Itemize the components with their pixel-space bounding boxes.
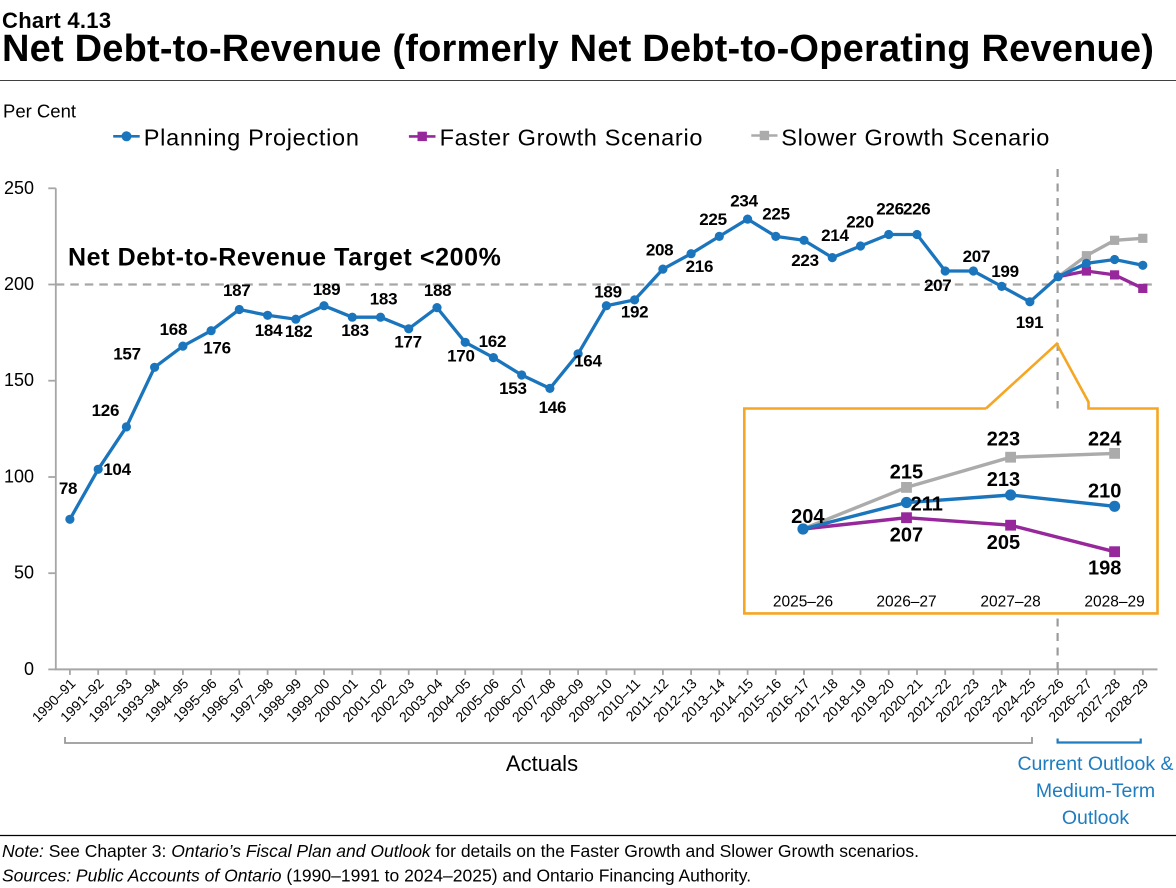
svg-text:205: 205 <box>987 532 1020 554</box>
svg-text:Per Cent: Per Cent <box>3 101 76 122</box>
svg-text:226: 226 <box>876 199 903 218</box>
svg-text:234: 234 <box>730 191 758 210</box>
svg-text:164: 164 <box>574 351 602 370</box>
svg-text:183: 183 <box>370 290 397 309</box>
svg-text:208: 208 <box>646 240 673 259</box>
svg-text:223: 223 <box>791 251 818 270</box>
svg-text:207: 207 <box>963 247 990 266</box>
svg-text:Sources: Public Accounts of On: Sources: Public Accounts of Ontario (199… <box>2 866 751 886</box>
svg-text:191: 191 <box>1016 313 1043 332</box>
svg-text:177: 177 <box>394 333 421 352</box>
svg-text:2027–28: 2027–28 <box>980 594 1040 611</box>
svg-text:Planning Projection: Planning Projection <box>144 125 360 151</box>
svg-text:188: 188 <box>424 281 451 300</box>
svg-text:250: 250 <box>4 178 34 198</box>
svg-text:104: 104 <box>103 460 131 479</box>
svg-text:207: 207 <box>890 524 923 546</box>
svg-text:Actuals: Actuals <box>506 751 578 776</box>
svg-text:187: 187 <box>223 281 250 300</box>
svg-text:157: 157 <box>113 344 140 363</box>
svg-text:Medium-Term: Medium-Term <box>1036 780 1155 802</box>
svg-text:153: 153 <box>499 379 526 398</box>
svg-text:0: 0 <box>24 659 34 679</box>
svg-text:100: 100 <box>4 467 34 487</box>
svg-text:78: 78 <box>59 479 77 498</box>
svg-text:200: 200 <box>4 274 34 294</box>
svg-text:189: 189 <box>594 282 621 301</box>
svg-text:Note: See Chapter 3: Ontario’s: Note: See Chapter 3: Ontario’s Fiscal Pl… <box>2 841 919 861</box>
svg-text:170: 170 <box>447 346 474 365</box>
svg-text:182: 182 <box>285 322 312 341</box>
svg-text:Slower Growth Scenario: Slower Growth Scenario <box>781 125 1050 151</box>
svg-text:168: 168 <box>160 320 187 339</box>
svg-text:225: 225 <box>762 205 789 224</box>
svg-text:220: 220 <box>846 213 873 232</box>
svg-text:2026–27: 2026–27 <box>876 594 936 611</box>
svg-text:226: 226 <box>903 199 930 218</box>
svg-text:184: 184 <box>255 321 283 340</box>
svg-text:210: 210 <box>1088 481 1121 503</box>
svg-text:146: 146 <box>539 398 566 417</box>
svg-text:126: 126 <box>92 401 119 420</box>
svg-text:Faster Growth Scenario: Faster Growth Scenario <box>440 125 704 151</box>
svg-text:176: 176 <box>203 339 230 358</box>
svg-text:213: 213 <box>987 469 1020 491</box>
svg-text:214: 214 <box>821 226 849 245</box>
svg-text:189: 189 <box>313 280 340 299</box>
svg-text:204: 204 <box>791 506 825 528</box>
svg-text:162: 162 <box>479 332 506 351</box>
svg-text:207: 207 <box>924 276 951 295</box>
svg-text:216: 216 <box>686 257 713 276</box>
svg-text:225: 225 <box>699 210 726 229</box>
svg-text:Net Debt-to-Revenue Target <20: Net Debt-to-Revenue Target <200% <box>68 244 501 272</box>
svg-text:2025–26: 2025–26 <box>773 594 833 611</box>
svg-text:Current Outlook &: Current Outlook & <box>1017 753 1173 775</box>
svg-text:223: 223 <box>987 429 1020 451</box>
svg-text:224: 224 <box>1088 429 1122 451</box>
svg-text:198: 198 <box>1088 558 1121 580</box>
svg-text:199: 199 <box>991 262 1018 281</box>
svg-text:215: 215 <box>890 461 923 483</box>
svg-text:183: 183 <box>341 321 368 340</box>
svg-text:150: 150 <box>4 370 34 390</box>
svg-text:2028–29: 2028–29 <box>1084 594 1144 611</box>
svg-text:50: 50 <box>14 563 34 583</box>
svg-text:Outlook: Outlook <box>1062 807 1129 829</box>
svg-text:211: 211 <box>911 494 943 516</box>
svg-text:192: 192 <box>621 302 648 321</box>
